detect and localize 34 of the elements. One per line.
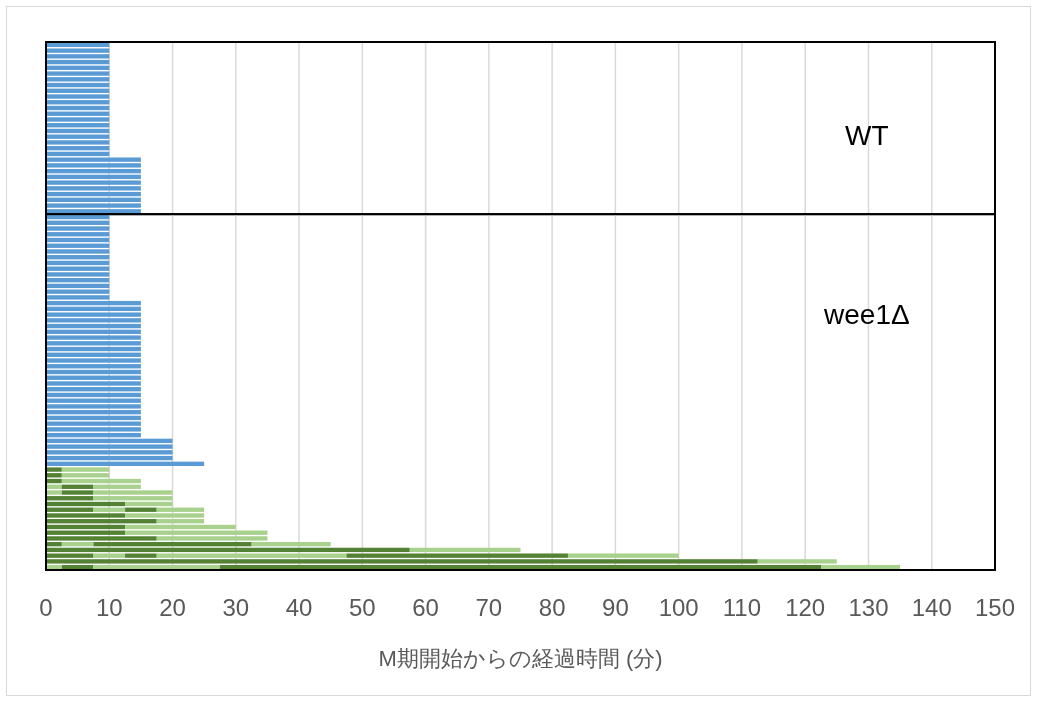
bar bbox=[93, 507, 126, 512]
x-tick-label: 40 bbox=[285, 594, 313, 621]
x-tick-label: 30 bbox=[222, 594, 250, 621]
x-tick-label: 0 bbox=[39, 594, 53, 621]
bar bbox=[125, 524, 236, 530]
annotation: wee1Δ bbox=[823, 299, 910, 331]
x-tick-label: 130 bbox=[848, 594, 889, 621]
x-tick-label: 80 bbox=[538, 594, 566, 621]
x-tick-label: 120 bbox=[785, 594, 826, 621]
annotation: WT bbox=[845, 120, 889, 152]
bar bbox=[567, 553, 679, 558]
bar bbox=[46, 346, 141, 352]
x-tick-label: 140 bbox=[911, 594, 952, 621]
bar bbox=[46, 260, 110, 266]
x-tick-label: 110 bbox=[722, 594, 762, 621]
x-tick-label: 150 bbox=[974, 594, 1016, 621]
bar bbox=[409, 547, 521, 553]
x-tick-label: 100 bbox=[658, 594, 699, 621]
bar bbox=[46, 369, 141, 375]
x-tick-label: 60 bbox=[412, 594, 439, 621]
x-tick-label: 50 bbox=[348, 594, 376, 621]
x-tick-label: 10 bbox=[95, 594, 123, 621]
bar bbox=[46, 461, 205, 467]
bar bbox=[46, 392, 141, 398]
bar bbox=[46, 237, 110, 243]
x-axis-title: M期開始からの経過時間 (分) bbox=[378, 646, 663, 671]
bar bbox=[61, 541, 94, 547]
x-tick-label: 90 bbox=[602, 594, 629, 621]
x-tick-label: 70 bbox=[475, 594, 503, 621]
bar bbox=[156, 553, 347, 558]
bar bbox=[125, 501, 173, 507]
bar bbox=[61, 478, 141, 484]
bar bbox=[93, 553, 126, 558]
x-tick-label: 20 bbox=[159, 594, 186, 621]
